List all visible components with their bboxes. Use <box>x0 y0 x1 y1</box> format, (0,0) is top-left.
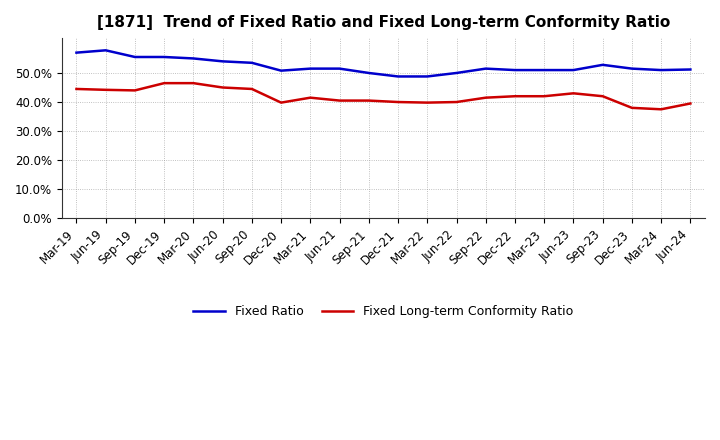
Fixed Long-term Conformity Ratio <box>569 91 577 96</box>
Fixed Ratio <box>540 67 549 73</box>
Fixed Ratio <box>72 50 81 55</box>
Legend: Fixed Ratio, Fixed Long-term Conformity Ratio: Fixed Ratio, Fixed Long-term Conformity … <box>189 300 579 323</box>
Fixed Long-term Conformity Ratio <box>336 98 344 103</box>
Fixed Ratio <box>482 66 490 71</box>
Title: [1871]  Trend of Fixed Ratio and Fixed Long-term Conformity Ratio: [1871] Trend of Fixed Ratio and Fixed Lo… <box>96 15 670 30</box>
Fixed Ratio <box>276 68 285 73</box>
Line: Fixed Ratio: Fixed Ratio <box>76 50 690 77</box>
Fixed Ratio <box>160 55 168 60</box>
Fixed Ratio <box>510 67 519 73</box>
Fixed Ratio <box>657 67 665 73</box>
Fixed Long-term Conformity Ratio <box>102 87 110 92</box>
Fixed Long-term Conformity Ratio <box>306 95 315 100</box>
Fixed Long-term Conformity Ratio <box>160 81 168 86</box>
Fixed Ratio <box>130 55 139 60</box>
Fixed Ratio <box>102 48 110 53</box>
Fixed Ratio <box>336 66 344 71</box>
Fixed Ratio <box>394 74 402 79</box>
Fixed Long-term Conformity Ratio <box>248 86 256 92</box>
Fixed Long-term Conformity Ratio <box>364 98 373 103</box>
Fixed Long-term Conformity Ratio <box>130 88 139 93</box>
Fixed Long-term Conformity Ratio <box>72 86 81 92</box>
Fixed Ratio <box>452 70 461 76</box>
Fixed Long-term Conformity Ratio <box>394 99 402 105</box>
Fixed Long-term Conformity Ratio <box>482 95 490 100</box>
Fixed Long-term Conformity Ratio <box>276 100 285 105</box>
Fixed Long-term Conformity Ratio <box>189 81 198 86</box>
Fixed Ratio <box>189 56 198 61</box>
Fixed Long-term Conformity Ratio <box>628 105 636 110</box>
Fixed Long-term Conformity Ratio <box>423 100 431 105</box>
Fixed Long-term Conformity Ratio <box>657 106 665 112</box>
Line: Fixed Long-term Conformity Ratio: Fixed Long-term Conformity Ratio <box>76 83 690 109</box>
Fixed Long-term Conformity Ratio <box>510 94 519 99</box>
Fixed Long-term Conformity Ratio <box>598 94 607 99</box>
Fixed Ratio <box>569 67 577 73</box>
Fixed Ratio <box>306 66 315 71</box>
Fixed Ratio <box>628 66 636 71</box>
Fixed Long-term Conformity Ratio <box>686 101 695 106</box>
Fixed Ratio <box>423 74 431 79</box>
Fixed Ratio <box>364 70 373 76</box>
Fixed Long-term Conformity Ratio <box>218 85 227 90</box>
Fixed Long-term Conformity Ratio <box>452 99 461 105</box>
Fixed Ratio <box>248 60 256 66</box>
Fixed Ratio <box>218 59 227 64</box>
Fixed Ratio <box>598 62 607 67</box>
Fixed Long-term Conformity Ratio <box>540 94 549 99</box>
Fixed Ratio <box>686 67 695 72</box>
